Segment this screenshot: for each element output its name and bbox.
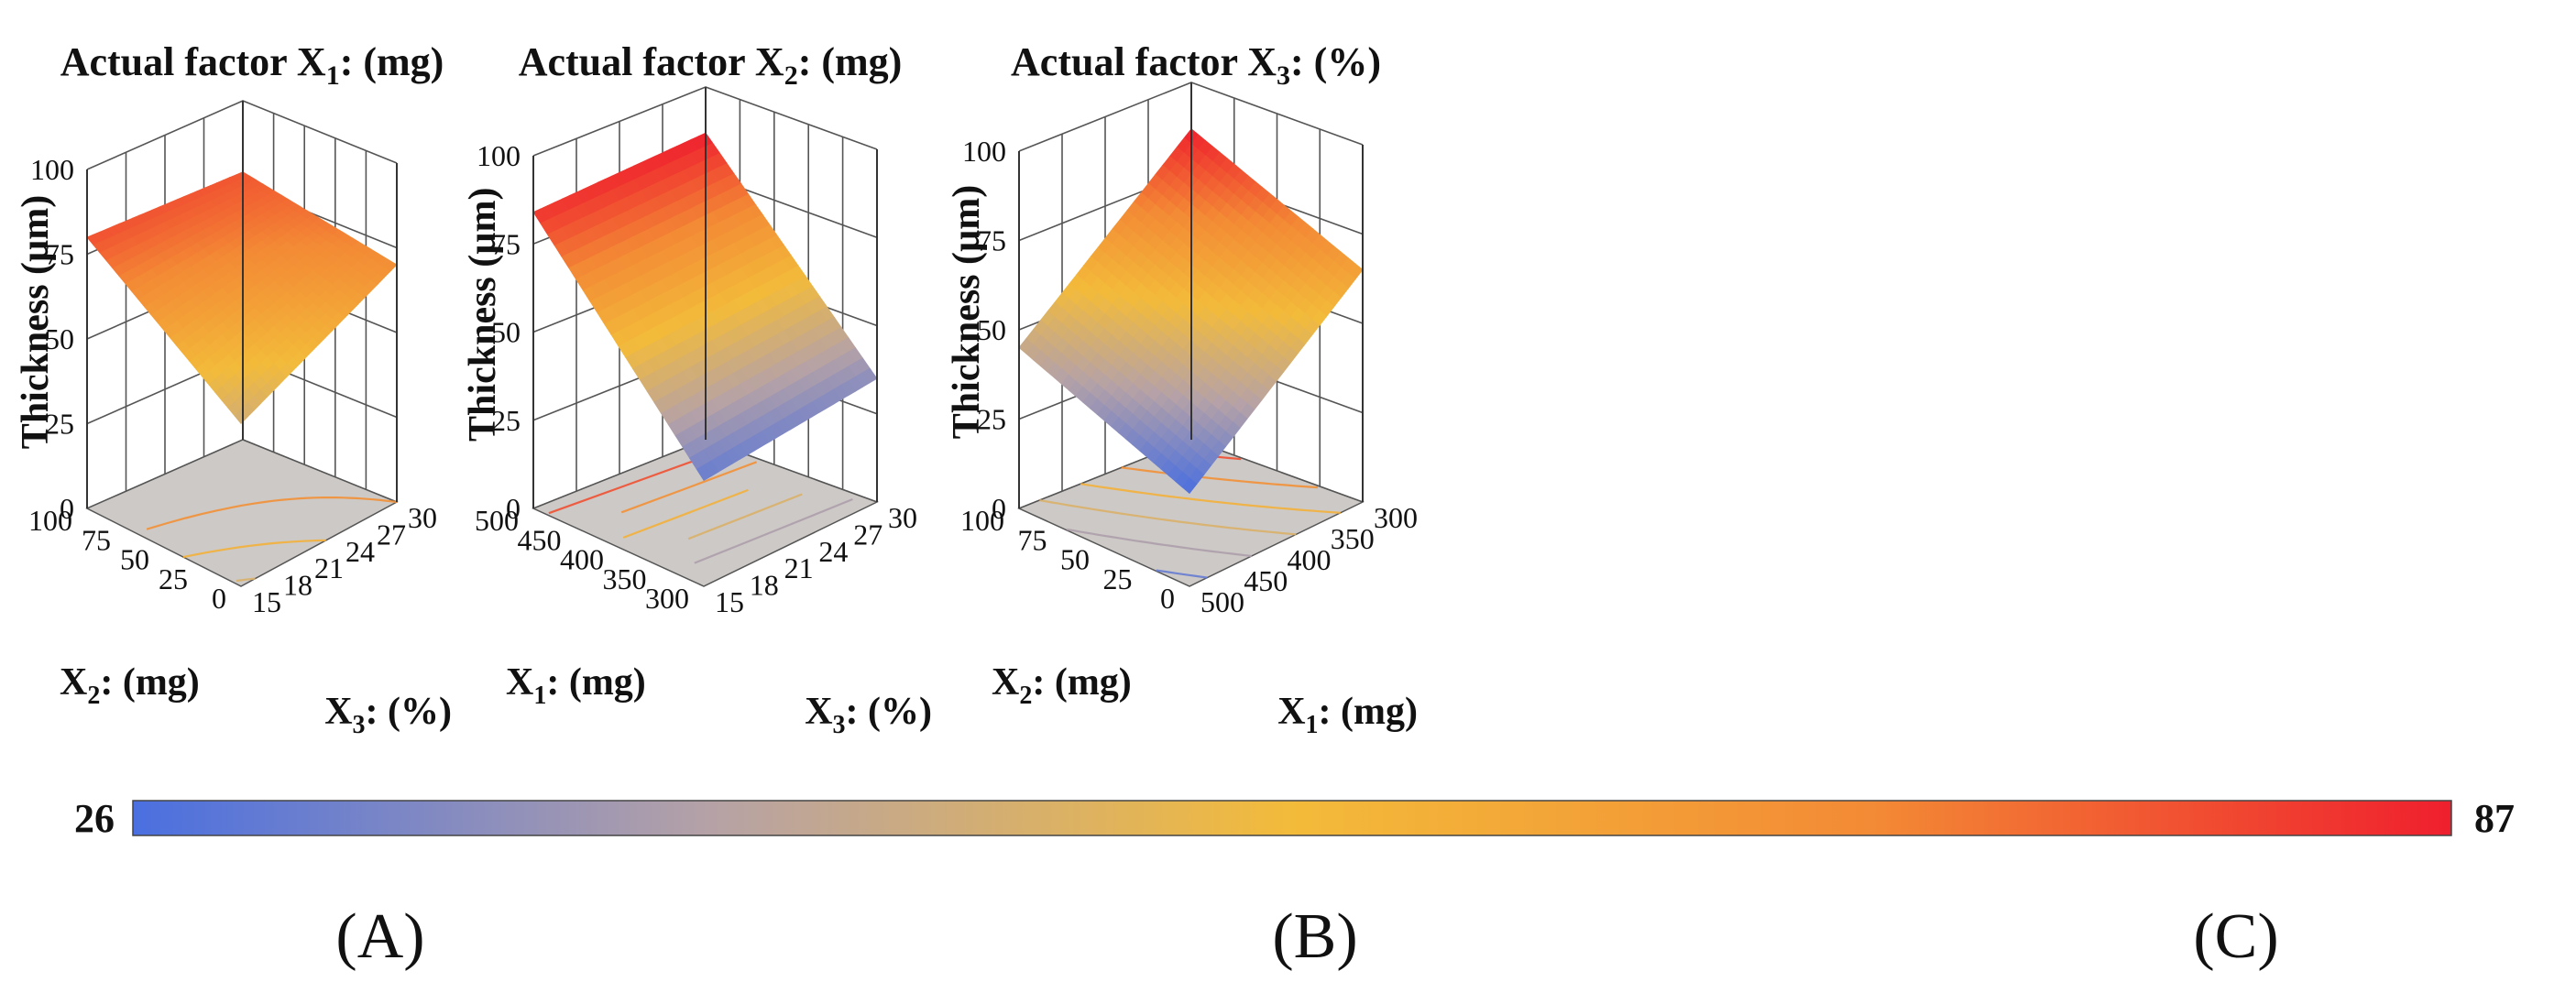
floor-plane	[532, 439, 879, 587]
right-axis-tick-label: 400	[1288, 543, 1332, 576]
left-axis-tick-label: 25	[159, 562, 188, 595]
floor-plane	[85, 439, 399, 587]
z-tick-label: 100	[30, 153, 74, 186]
left-axis-label: X1: (mg)	[506, 661, 646, 710]
z-tick-label: 100	[477, 139, 521, 172]
right-axis-tick-label: 15	[715, 585, 744, 618]
panel-label-c: (C)	[2193, 901, 2278, 972]
left-axis-label: X2: (mg)	[60, 661, 200, 710]
z-tick-label: 75	[977, 224, 1006, 257]
panel-label-b: (B)	[1272, 901, 1357, 972]
floor-contours	[1039, 450, 1341, 579]
right-axis-tick-label: 21	[784, 551, 814, 584]
panel-title: Actual factor X3: (%)	[1011, 39, 1381, 91]
colorbar-gradient	[132, 800, 2452, 836]
right-axis-tick-label: 350	[1331, 522, 1375, 555]
z-axis-label: Thickness (µm)	[946, 185, 988, 439]
right-axis-tick-label: 18	[283, 569, 312, 602]
left-axis-tick-label: 450	[518, 523, 562, 556]
colorbar-min-label: 26	[74, 796, 115, 841]
z-tick-label: 25	[977, 403, 1006, 436]
left-axis-tick-label: 500	[475, 504, 519, 537]
left-axis-tick-label: 0	[212, 582, 226, 615]
z-tick-label: 100	[962, 135, 1006, 168]
surface-plot-a: Actual factor X1: (mg) 0 25 50 75 100 Thicknes…	[15, 39, 452, 739]
left-axis-tick-label: 50	[1060, 543, 1090, 576]
z-tick-label: 75	[45, 238, 74, 271]
right-axis-tick-label: 30	[408, 501, 437, 534]
surface-plot-b: Actual factor X2: (mg) 0 25 50 75 100 Thicknes…	[462, 39, 932, 739]
z-tick-label: 50	[491, 316, 521, 349]
z-tick-label: 0	[506, 492, 521, 525]
z-axis-label: Thickness (µm)	[462, 188, 504, 442]
right-axis-tick-label: 300	[1374, 501, 1418, 534]
colorbar-max-label: 87	[2474, 796, 2515, 841]
right-axis-tick-label: 450	[1244, 564, 1288, 597]
left-axis-tick-label: 400	[560, 543, 604, 576]
panel-title: Actual factor X1: (mg)	[60, 39, 444, 91]
surface-plot-c: Actual factor X3: (%) 0 25 50 75 100 Thickness…	[946, 39, 1418, 739]
colorbar: 26 87	[74, 796, 2515, 841]
response-surface	[1018, 128, 1364, 495]
z-axis-label: Thickness (µm)	[15, 195, 57, 449]
right-axis-tick-label: 30	[888, 501, 917, 534]
z-tick-label: 50	[977, 313, 1006, 346]
floor-contours	[146, 496, 398, 583]
left-axis-tick-label: 300	[645, 582, 689, 615]
right-axis-tick-label: 27	[853, 518, 882, 551]
left-axis-tick-label: 75	[82, 523, 111, 556]
left-axis-tick-label: 350	[603, 562, 647, 595]
left-axis-tick-label: 0	[1160, 582, 1175, 615]
floor-contours	[548, 457, 853, 564]
right-axis-tick-label: 27	[377, 518, 406, 551]
response-surface	[86, 171, 398, 424]
left-axis-tick-label: 75	[1018, 523, 1047, 556]
left-axis-tick-label: 100	[960, 504, 1004, 537]
left-axis-tick-label: 25	[1103, 562, 1133, 595]
right-axis-label: X3: (%)	[324, 691, 452, 739]
left-axis-tick-label: 50	[120, 543, 149, 576]
right-axis-label: X3: (%)	[805, 691, 932, 739]
right-axis-tick-label: 18	[750, 569, 779, 602]
z-tick-label: 0	[60, 492, 74, 525]
z-tick-label: 50	[45, 322, 74, 355]
right-axis-tick-label: 15	[252, 585, 281, 618]
z-tick-label: 75	[491, 227, 521, 260]
right-axis-tick-label: 21	[314, 551, 344, 584]
floor-plane	[1017, 439, 1365, 587]
z-tick-label: 25	[45, 408, 74, 441]
panel-title: Actual factor X2: (mg)	[519, 39, 903, 91]
right-axis-tick-label: 500	[1200, 585, 1244, 618]
panel-label-a: (A)	[335, 901, 424, 972]
left-axis-tick-label: 100	[28, 504, 72, 537]
left-axis-label: X2: (mg)	[992, 661, 1132, 710]
right-axis-label: X1: (mg)	[1277, 691, 1418, 739]
z-tick-label: 25	[491, 404, 521, 437]
response-surface	[532, 132, 878, 482]
z-tick-label: 0	[992, 492, 1006, 525]
right-axis-tick-label: 24	[818, 535, 848, 568]
right-axis-tick-label: 24	[345, 535, 375, 568]
